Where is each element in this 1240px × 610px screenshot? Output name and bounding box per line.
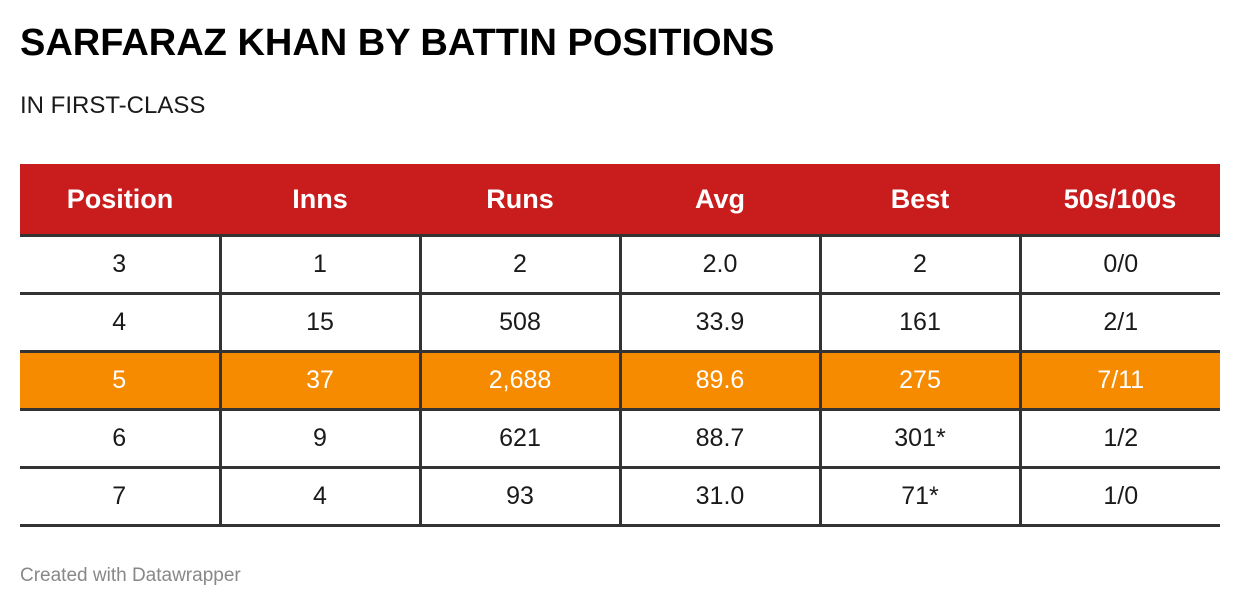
table-cell: 4: [218, 467, 420, 527]
table-cell: 2,688: [418, 351, 620, 411]
table-row-highlighted: 5 37 2,688 89.6 275 7/11: [20, 351, 1220, 411]
chart-title: SARFARAZ KHAN BY BATTIN POSITIONS: [20, 22, 775, 64]
table-row: 4 15 508 33.9 161 2/1: [20, 293, 1220, 353]
table-cell: 31.0: [618, 467, 820, 527]
table-cell: 301*: [818, 409, 1020, 469]
table-cell: 37: [218, 351, 420, 411]
table-row: 6 9 621 88.7 301* 1/2: [20, 409, 1220, 469]
footer-credit: Created with Datawrapper: [20, 565, 241, 586]
table-cell: 6: [20, 409, 220, 469]
column-header-runs: Runs: [420, 164, 620, 237]
table-cell: 88.7: [618, 409, 820, 469]
table-cell: 161: [818, 293, 1020, 353]
table-cell: 621: [418, 409, 620, 469]
table-cell: 7: [20, 467, 220, 527]
table-cell: 0/0: [1018, 235, 1220, 295]
column-header-avg: Avg: [620, 164, 820, 237]
table-cell: 71*: [818, 467, 1020, 527]
table-cell: 5: [20, 351, 220, 411]
table-cell: 508: [418, 293, 620, 353]
table-cell: 33.9: [618, 293, 820, 353]
column-header-inns: Inns: [220, 164, 420, 237]
table-cell: 89.6: [618, 351, 820, 411]
table-cell: 1/2: [1018, 409, 1220, 469]
column-header-best: Best: [820, 164, 1020, 237]
table-cell: 93: [418, 467, 620, 527]
table-cell: 2: [818, 235, 1020, 295]
table-cell: 1/0: [1018, 467, 1220, 527]
table-cell: 2.0: [618, 235, 820, 295]
stats-table: Position Inns Runs Avg Best 50s/100s 3 1…: [20, 164, 1220, 527]
table-cell: 4: [20, 293, 220, 353]
table-cell: 9: [218, 409, 420, 469]
table-row: 7 4 93 31.0 71* 1/0: [20, 467, 1220, 527]
column-header-position: Position: [20, 164, 220, 237]
table-cell: 2: [418, 235, 620, 295]
table-cell: 1: [218, 235, 420, 295]
table-cell: 15: [218, 293, 420, 353]
table-cell: 7/11: [1018, 351, 1220, 411]
column-header-50s-100s: 50s/100s: [1020, 164, 1220, 237]
table-cell: 2/1: [1018, 293, 1220, 353]
table-cell: 3: [20, 235, 220, 295]
chart-subtitle: IN FIRST-CLASS: [20, 92, 206, 119]
table-row: 3 1 2 2.0 2 0/0: [20, 235, 1220, 295]
table-header-row: Position Inns Runs Avg Best 50s/100s: [20, 164, 1220, 237]
table-cell: 275: [818, 351, 1020, 411]
